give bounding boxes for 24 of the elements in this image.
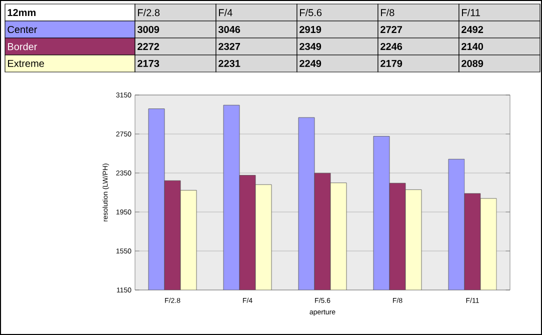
text: 12mm <box>8 9 36 16</box>
data-label: 3046 <box>218 26 240 34</box>
data-label: 2727 <box>380 26 402 33</box>
category-label: F/11 <box>462 8 480 16</box>
text: Border <box>8 42 38 50</box>
data-label: 2272 <box>138 43 160 50</box>
data-label: 2231 <box>218 60 240 68</box>
data-label: 2349 <box>300 42 322 50</box>
data-label: 2089 <box>462 60 484 68</box>
data-label: 2179 <box>380 60 402 68</box>
data-label: 2492 <box>462 26 484 34</box>
category-label: F/2.8 <box>138 8 160 16</box>
data-label: 2246 <box>380 42 402 50</box>
data-label: 2327 <box>218 42 240 50</box>
data-label: 2140 <box>462 42 484 50</box>
data-label: 2919 <box>300 26 322 34</box>
category-label: F/8 <box>381 8 394 16</box>
data-label: 2249 <box>300 60 322 68</box>
data-label: 3009 <box>137 26 160 34</box>
text: Extreme <box>8 60 44 67</box>
category-label: F/4 <box>219 8 232 16</box>
category-label: F/5.6 <box>300 8 322 16</box>
text: Center <box>8 26 38 34</box>
data-label: 2173 <box>138 60 160 68</box>
